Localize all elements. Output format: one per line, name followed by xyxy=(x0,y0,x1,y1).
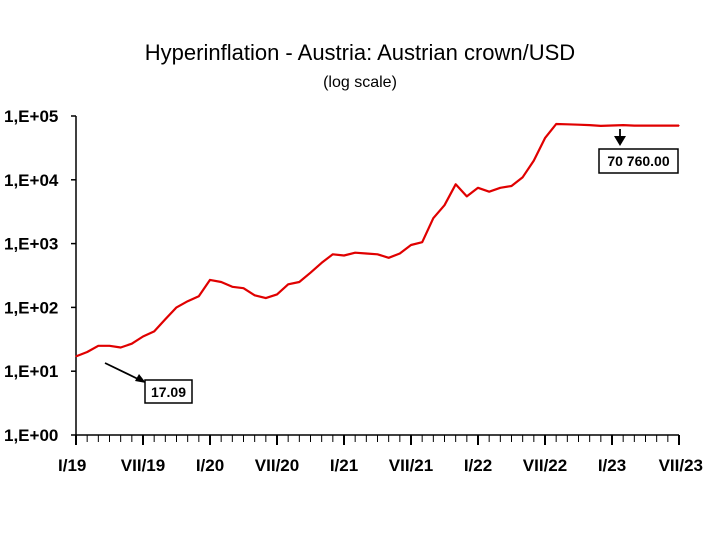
data-point xyxy=(455,183,457,185)
data-point xyxy=(399,252,401,255)
data-point xyxy=(656,125,658,127)
data-point xyxy=(600,125,602,127)
data-point xyxy=(499,187,501,189)
x-tick-label: VII/20 xyxy=(255,456,299,475)
data-point xyxy=(488,191,490,193)
axis-ticks: 1,E+00 1,E+01 1,E+02 1,E+03 1,E+04 1,E+05 I/19… xyxy=(4,107,703,475)
x-tick-label: VII/22 xyxy=(523,456,567,475)
data-point xyxy=(343,254,345,257)
data-point xyxy=(198,295,200,297)
data-point xyxy=(589,124,591,126)
data-point xyxy=(332,253,334,255)
annotation-arrowhead-end xyxy=(614,136,626,146)
data-point xyxy=(477,187,479,189)
data-point xyxy=(644,125,647,127)
series-layer xyxy=(75,122,680,358)
y-tick-label: 1,E+01 xyxy=(4,362,58,381)
data-point xyxy=(577,124,580,126)
data-point xyxy=(175,306,178,308)
data-point xyxy=(633,125,635,127)
data-point xyxy=(678,125,680,127)
data-point xyxy=(365,252,367,255)
data-point xyxy=(187,300,189,302)
data-point xyxy=(97,345,99,347)
annotation-label-start: 17.09 xyxy=(151,384,186,400)
annotations-layer: 17.09 70 760.00 xyxy=(104,129,679,404)
data-point xyxy=(131,343,133,345)
data-point xyxy=(376,253,379,255)
data-point xyxy=(142,335,144,338)
data-point xyxy=(421,241,423,243)
x-tick-label: I/21 xyxy=(330,456,358,475)
y-tick-label: 1,E+03 xyxy=(4,235,58,254)
data-point xyxy=(86,351,88,353)
annotation-arrowhead-start xyxy=(135,374,146,383)
annotation-box-start xyxy=(144,379,193,404)
data-point xyxy=(522,176,524,178)
data-point xyxy=(120,346,122,349)
y-tick-label: 1,E+04 xyxy=(4,171,59,190)
data-point xyxy=(108,345,111,347)
data-point xyxy=(298,281,300,283)
x-tick-label: I/20 xyxy=(196,456,224,475)
data-point xyxy=(555,123,557,125)
x-tick-label: I/22 xyxy=(464,456,492,475)
y-tick-label: 1,E+02 xyxy=(4,298,58,317)
data-point xyxy=(533,160,535,162)
data-point xyxy=(510,185,513,187)
data-point xyxy=(466,195,468,197)
data-point xyxy=(287,283,289,285)
data-point xyxy=(354,252,356,254)
data-point xyxy=(544,137,546,139)
data-point xyxy=(321,262,323,264)
chart-title: Hyperinflation - Austria: Austrian crown… xyxy=(144,40,576,65)
data-point xyxy=(276,293,278,295)
data-point xyxy=(611,124,613,127)
data-point xyxy=(667,125,669,127)
data-point xyxy=(254,294,256,296)
data-point xyxy=(209,279,211,281)
data-point xyxy=(566,123,568,125)
x-tick-label: I/23 xyxy=(598,456,626,475)
data-point xyxy=(265,297,267,299)
x-tick-label: VII/19 xyxy=(121,456,165,475)
data-point xyxy=(164,318,166,320)
data-point xyxy=(388,257,390,259)
data-point xyxy=(220,281,222,283)
data-point xyxy=(622,124,624,126)
annotation-label-end: 70 760.00 xyxy=(607,153,669,169)
x-tick-label: I/19 xyxy=(58,456,86,475)
data-point xyxy=(410,244,412,246)
series-line xyxy=(75,122,679,358)
data-point xyxy=(75,355,77,357)
data-point xyxy=(443,204,446,206)
data-point xyxy=(231,286,233,288)
annotation-box-end xyxy=(598,148,679,174)
annotation-arrow-start xyxy=(104,362,141,381)
data-point xyxy=(432,217,434,219)
x-tick-label: VII/23 xyxy=(659,456,703,475)
y-tick-label: 1,E+00 xyxy=(4,426,58,445)
data-point xyxy=(242,287,245,289)
chart-subtitle: (log scale) xyxy=(323,74,397,91)
x-tick-label: VII/21 xyxy=(389,456,433,475)
data-point xyxy=(309,272,312,274)
y-tick-label: 1,E+05 xyxy=(4,107,58,126)
data-point xyxy=(153,330,155,332)
